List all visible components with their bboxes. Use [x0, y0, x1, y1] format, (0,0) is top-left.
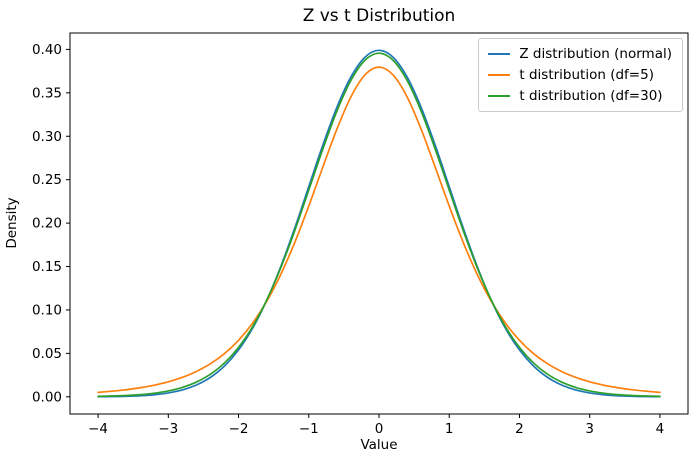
y-tick-label: 0.05	[32, 346, 62, 362]
y-tick-label: 0.40	[32, 42, 62, 58]
x-tick-label: −4	[88, 421, 108, 437]
x-tick-label: 4	[656, 421, 665, 437]
x-tick-label: −1	[299, 421, 319, 437]
y-tick-label: 0.10	[32, 302, 62, 318]
legend-line-swatch	[488, 74, 511, 76]
chart-title: Z vs t Distribution	[302, 6, 456, 26]
y-tick-label: 0.30	[32, 129, 62, 145]
legend-label: Z distribution (normal)	[519, 46, 672, 62]
y-tick-label: 0.25	[32, 172, 62, 188]
y-tick-label: 0.20	[32, 216, 62, 232]
x-axis-label: Value	[360, 437, 398, 453]
legend-line-swatch	[488, 95, 511, 97]
y-tick-label: 0.15	[32, 259, 62, 275]
series-line-1	[97, 66, 661, 394]
legend-line-swatch	[488, 53, 511, 55]
x-tick-label: 0	[375, 421, 384, 437]
x-tick-label: −2	[229, 421, 249, 437]
x-tick-label: 3	[585, 421, 594, 437]
x-tick-label: −3	[158, 421, 178, 437]
x-tick-label: 2	[515, 421, 524, 437]
legend-label: t distribution (df=5)	[519, 67, 654, 83]
series-line-2	[97, 52, 661, 398]
legend-entry-1: t distribution (df=5)	[488, 67, 672, 83]
legend-entry-2: t distribution (df=30)	[488, 88, 672, 104]
y-tick-label: 0.00	[32, 389, 62, 405]
legend-label: t distribution (df=30)	[519, 88, 663, 104]
y-tick-label: 0.35	[32, 85, 62, 101]
x-tick-label: 1	[445, 421, 454, 437]
legend: Z distribution (normal) t distribution (d…	[478, 38, 683, 112]
y-axis-label: Density	[4, 197, 20, 249]
legend-entry-0: Z distribution (normal)	[488, 46, 672, 62]
series-line-0	[97, 49, 661, 398]
